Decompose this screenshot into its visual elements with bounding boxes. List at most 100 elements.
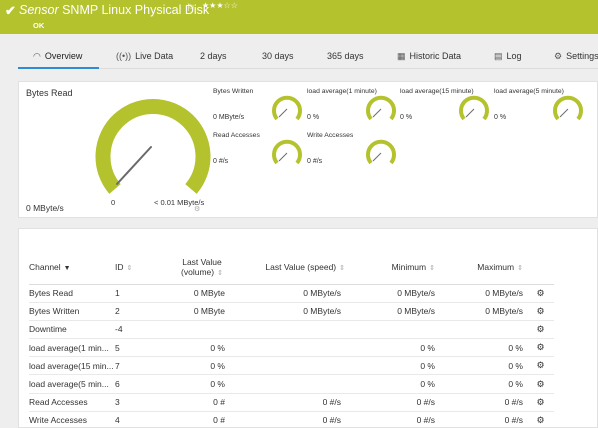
mini-gauge-dial xyxy=(553,95,583,121)
cell-channel: load average(1 min... xyxy=(29,338,115,358)
cell-minimum: 0 #/s xyxy=(353,393,439,412)
tab-live-data[interactable]: ((•)) Live Data xyxy=(116,51,173,61)
cell-minimum: 0 #/s xyxy=(353,411,439,428)
channel-settings-icon[interactable]: ⚙ xyxy=(527,320,554,340)
gauge-scale-max: < 0.01 MByte/s xyxy=(154,198,205,207)
column-maximum[interactable]: Maximum ⇕ xyxy=(439,251,527,285)
mini-gauge-label: load average(1 minute) xyxy=(307,88,377,95)
sort-icon: ⇕ xyxy=(217,270,223,278)
cell-minimum: 0 % xyxy=(353,374,439,394)
cell-last-speed: 0 MByte/s xyxy=(237,284,353,303)
cell-channel: load average(15 min... xyxy=(29,356,115,376)
table-row[interactable]: load average(1 min... 5 0 % 0 % 0 % ⚙ xyxy=(29,338,554,358)
table-row[interactable]: Downtime -4 ⚙ xyxy=(29,320,554,340)
mini-gauge-load-15[interactable]: load average(15 minute) 0 % xyxy=(400,88,492,128)
mini-gauge-label: load average(5 minute) xyxy=(494,88,564,95)
priority-stars[interactable]: ★★★☆☆ xyxy=(202,1,238,10)
cell-last-volume xyxy=(167,320,237,340)
channel-settings-icon[interactable]: ⚙ xyxy=(527,411,554,428)
cell-last-volume: 0 # xyxy=(167,411,237,428)
tab-label: Historic Data xyxy=(409,51,462,61)
mini-gauge-read-accesses[interactable]: Read Accesses 0 #/s xyxy=(213,132,305,172)
mini-gauge-value: 0 % xyxy=(494,114,507,121)
cell-last-volume: 0 % xyxy=(167,356,237,376)
cell-last-volume: 0 MByte xyxy=(167,284,237,303)
mini-gauge-dial xyxy=(272,95,302,121)
cell-last-speed xyxy=(237,320,353,340)
tab-settings[interactable]: ⚙ Settings xyxy=(554,51,598,62)
mini-gauge-dial xyxy=(366,139,396,165)
mini-gauge-load-5[interactable]: load average(5 minute) 0 % xyxy=(494,88,586,128)
gear-icon: ⚙ xyxy=(554,51,563,61)
column-label: Channel xyxy=(29,262,61,273)
cell-last-speed: 0 MByte/s xyxy=(237,302,353,321)
gauge-icon: ◠ xyxy=(33,51,41,61)
sensor-header: ✔ Sensor SNMP Linux Physical Disk ⚐ ★★★☆… xyxy=(0,0,598,34)
tab-2-days[interactable]: 2 days xyxy=(200,51,227,61)
column-last-value-speed[interactable]: Last Value (speed) ⇕ xyxy=(237,251,353,285)
tab-30-days[interactable]: 30 days xyxy=(262,51,294,61)
cell-maximum: 0 #/s xyxy=(439,393,527,412)
cell-id: -4 xyxy=(115,320,167,340)
column-minimum[interactable]: Minimum ⇕ xyxy=(353,251,439,285)
mini-gauge-label: Write Accesses xyxy=(307,132,354,139)
mini-gauge-write-accesses[interactable]: Write Accesses 0 #/s xyxy=(307,132,399,172)
mini-gauge-label: Bytes Written xyxy=(213,88,254,95)
gauge-scale-min: 0 xyxy=(111,198,116,207)
cell-last-speed xyxy=(237,338,353,358)
live-data-icon: ((•)) xyxy=(116,51,132,61)
column-channel[interactable]: Channel ▼ xyxy=(29,251,115,285)
table-row[interactable]: Write Accesses 4 0 #0 #/s 0 #/s 0 #/s ⚙ xyxy=(29,411,554,428)
gauge-settings-icon[interactable]: ⚙ xyxy=(194,206,201,213)
tab-365-days[interactable]: 365 days xyxy=(327,51,364,61)
cell-minimum: 0 % xyxy=(353,356,439,376)
primary-gauge[interactable] xyxy=(93,95,213,200)
tab-log[interactable]: ▤ Log xyxy=(494,51,522,62)
cell-id: 3 xyxy=(115,393,167,412)
table-row[interactable]: Read Accesses 3 0 #0 #/s 0 #/s 0 #/s ⚙ xyxy=(29,393,554,412)
sensor-word: Sensor xyxy=(19,3,59,17)
cell-channel: Read Accesses xyxy=(29,393,115,412)
primary-gauge-label: Bytes Read xyxy=(26,88,73,98)
table-row[interactable]: load average(5 min... 6 0 % 0 % 0 % ⚙ xyxy=(29,374,554,394)
mini-gauge-value: 0 % xyxy=(307,114,320,121)
mini-gauge-dial xyxy=(272,139,302,165)
mini-gauge-load-1[interactable]: load average(1 minute) 0 % xyxy=(307,88,399,128)
mini-gauge-value: 0 #/s xyxy=(213,158,229,165)
channel-settings-icon[interactable]: ⚙ xyxy=(527,338,554,358)
column-label: Last Value xyxy=(182,257,222,268)
pin-icon[interactable]: ⚐ xyxy=(186,3,195,14)
tab-label: Settings xyxy=(566,51,598,61)
column-label: (volume) xyxy=(181,267,215,278)
table-row[interactable]: Bytes Written 2 0 MByte 0 MByte/s 0 MByte/s 0… xyxy=(29,302,554,321)
cell-last-volume: 0 % xyxy=(167,374,237,394)
cell-channel: Downtime xyxy=(29,320,115,340)
cell-minimum: 0 MByte/s xyxy=(353,284,439,303)
channel-settings-icon[interactable]: ⚙ xyxy=(527,393,554,412)
channel-settings-icon[interactable]: ⚙ xyxy=(527,284,554,303)
sort-icon: ⇕ xyxy=(339,265,345,273)
active-tab-indicator xyxy=(18,67,99,69)
mini-gauge-bytes-written[interactable]: Bytes Written 0 MByte/s xyxy=(213,88,305,128)
channel-settings-icon[interactable]: ⚙ xyxy=(527,374,554,394)
table-row[interactable]: load average(15 min... 7 0 % 0 % 0 % ⚙ xyxy=(29,356,554,376)
tab-historic-data[interactable]: ▦ Historic Data xyxy=(397,51,461,62)
mini-gauge-label: load average(15 minute) xyxy=(400,88,474,95)
sensor-name: SNMP Linux Physical Disk xyxy=(62,3,210,17)
status-badge: OK xyxy=(33,21,45,30)
cell-last-speed xyxy=(237,374,353,394)
cell-last-volume: 0 # xyxy=(167,393,237,412)
column-id[interactable]: ID ⇕ xyxy=(115,251,167,285)
channel-settings-icon[interactable]: ⚙ xyxy=(527,356,554,376)
channel-settings-icon[interactable]: ⚙ xyxy=(527,302,554,321)
table-row[interactable]: Bytes Read 1 0 MByte 0 MByte/s 0 MByte/s 0 MB… xyxy=(29,284,554,303)
primary-gauge-value: 0 MByte/s xyxy=(26,203,64,213)
cell-maximum: 0 % xyxy=(439,374,527,394)
column-last-value-volume[interactable]: Last Value (volume) ⇕ xyxy=(167,251,237,285)
channels-panel: Channel ▼ ID ⇕ Last Value (volume) ⇕ Last Va… xyxy=(18,228,598,428)
channels-table: Channel ▼ ID ⇕ Last Value (volume) ⇕ Last Va… xyxy=(29,251,554,428)
tab-overview[interactable]: ◠ Overview xyxy=(33,51,82,62)
cell-maximum: 0 MByte/s xyxy=(439,302,527,321)
mini-gauge-dial xyxy=(459,95,489,121)
cell-minimum: 0 MByte/s xyxy=(353,302,439,321)
